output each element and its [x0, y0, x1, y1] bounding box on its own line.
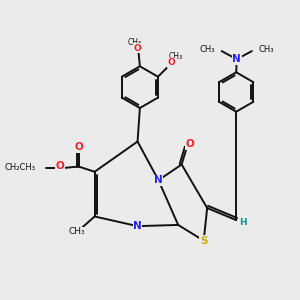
Text: O: O [167, 58, 175, 67]
Text: N: N [154, 175, 163, 185]
Text: O: O [75, 142, 84, 152]
Text: H: H [239, 218, 246, 227]
Text: S: S [200, 236, 207, 246]
Text: N: N [133, 221, 142, 231]
Text: O: O [167, 58, 175, 67]
Text: CH₃: CH₃ [69, 227, 85, 236]
Text: N: N [232, 54, 241, 64]
Text: CH₃: CH₃ [200, 45, 215, 54]
Text: S: S [200, 236, 207, 246]
Text: N: N [232, 54, 241, 64]
Text: N: N [154, 175, 163, 185]
Text: O: O [186, 139, 195, 149]
Text: CH₃: CH₃ [258, 45, 274, 54]
Text: CH₂CH₃: CH₂CH₃ [4, 163, 35, 172]
Text: O: O [133, 44, 141, 53]
Text: N: N [133, 221, 142, 231]
Text: CH₃: CH₃ [128, 38, 142, 47]
Text: O: O [133, 44, 141, 53]
Text: O: O [56, 161, 64, 171]
Text: CH₃: CH₃ [168, 52, 182, 62]
Text: O: O [75, 142, 84, 152]
Text: O: O [56, 161, 64, 171]
Text: H: H [239, 218, 246, 227]
Text: O: O [186, 139, 195, 149]
